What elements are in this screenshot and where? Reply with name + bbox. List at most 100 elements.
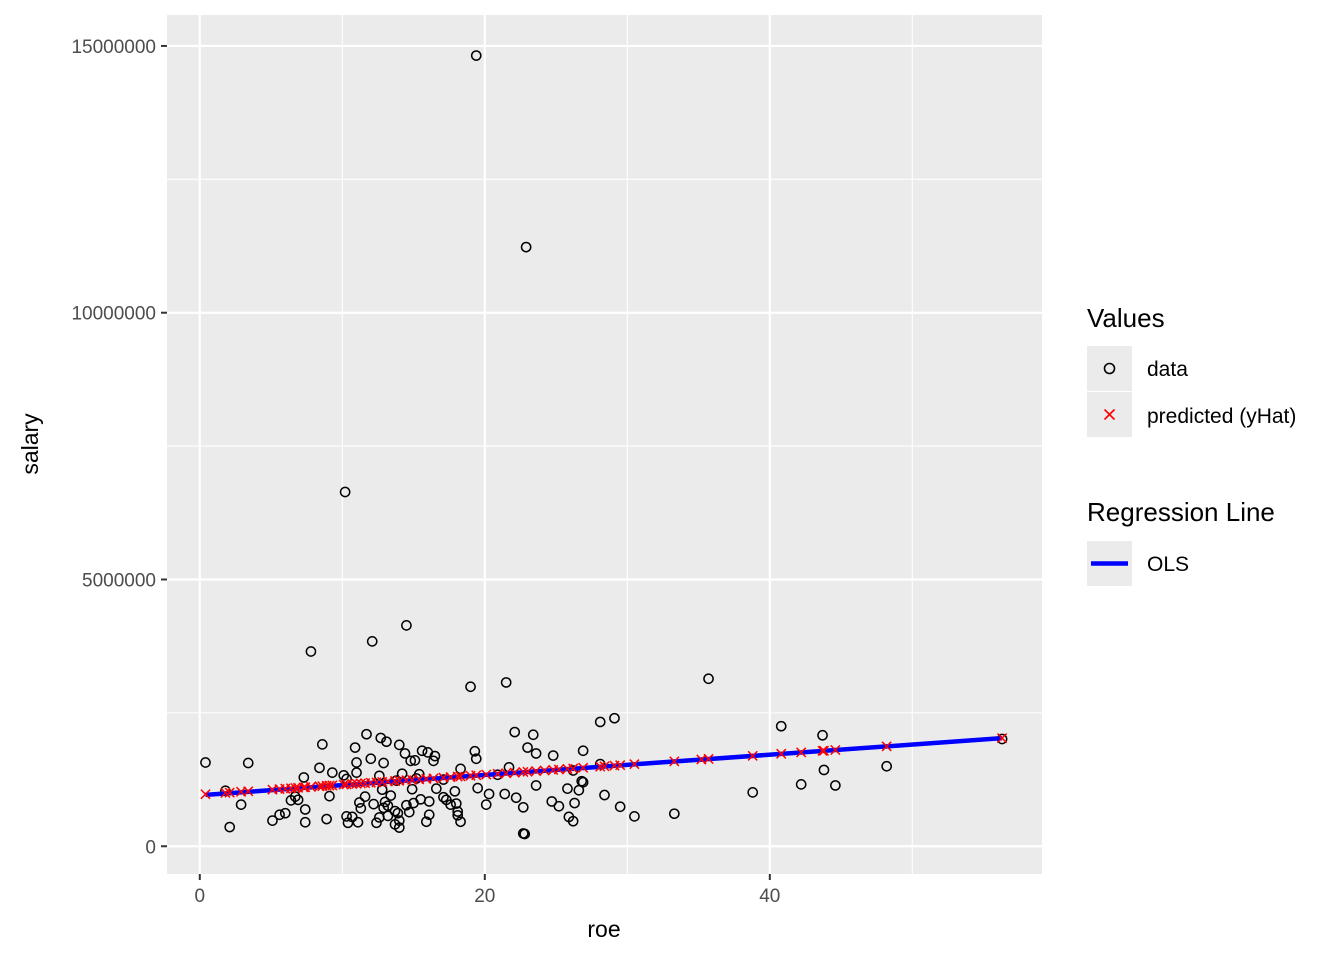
data-point xyxy=(305,646,317,657)
data-point xyxy=(385,790,397,801)
predicted-point xyxy=(351,778,362,789)
x-tick-label: 20 xyxy=(474,886,495,907)
data-point xyxy=(393,822,405,833)
data-point xyxy=(520,241,532,253)
predicted-point xyxy=(818,745,830,756)
data-point xyxy=(519,828,531,840)
y-axis-title: salary xyxy=(17,413,43,475)
data-point xyxy=(569,797,580,809)
data-point xyxy=(614,801,626,813)
data-point xyxy=(342,817,354,829)
data-point xyxy=(316,738,328,750)
data-point xyxy=(393,739,405,751)
predicted-point xyxy=(615,760,626,771)
data-point xyxy=(298,772,310,783)
predicted-point xyxy=(428,773,439,784)
data-point xyxy=(599,789,610,801)
data-point xyxy=(465,681,476,693)
data-point xyxy=(365,753,377,765)
legend-marker-data xyxy=(1103,362,1116,375)
predicted-point xyxy=(509,767,520,778)
legend-values-title: Values xyxy=(1087,303,1165,333)
data-point xyxy=(499,788,511,800)
data-point xyxy=(449,785,461,797)
data-point xyxy=(517,801,529,813)
legend-label-predicted: predicted (yHat) xyxy=(1147,405,1296,428)
plot-panel xyxy=(167,15,1042,874)
y-tick-label: 5000000 xyxy=(82,570,156,591)
data-point xyxy=(366,636,378,647)
data-point xyxy=(470,753,482,765)
data-point xyxy=(224,821,236,833)
minor-gridlines xyxy=(167,15,1042,874)
data-point xyxy=(795,779,807,790)
predicted-point xyxy=(290,782,301,794)
data-point xyxy=(562,783,573,794)
x-tick-label: 40 xyxy=(759,886,780,907)
data-point xyxy=(409,755,421,766)
data-point xyxy=(830,780,841,791)
predicted-point xyxy=(669,756,680,767)
predicted-point xyxy=(817,745,828,756)
data-point xyxy=(817,729,828,741)
predicted-point xyxy=(200,789,211,800)
data-point xyxy=(351,757,362,768)
data-point xyxy=(500,677,512,688)
predicted-point xyxy=(629,759,640,770)
data-point xyxy=(292,794,304,806)
data-point xyxy=(510,792,522,804)
data-point xyxy=(527,729,539,741)
predicted-point xyxy=(347,778,358,790)
axes: 0 20 40 0 5000000 10000000 15000000 xyxy=(71,37,780,907)
data-point xyxy=(668,808,680,820)
data-point xyxy=(567,815,579,827)
data-point xyxy=(373,812,385,823)
predicted-point xyxy=(599,761,610,772)
data-point xyxy=(349,742,361,753)
predicted-point xyxy=(501,768,512,779)
predicted-point xyxy=(522,766,533,777)
predicted-point xyxy=(355,778,366,789)
legend-label-ols: OLS xyxy=(1147,553,1189,576)
predicted-point xyxy=(577,762,589,773)
predicted-point xyxy=(305,781,317,793)
predicted-point xyxy=(776,748,787,759)
predicted-point xyxy=(796,747,807,758)
data-point xyxy=(480,799,492,810)
predicted-point xyxy=(243,786,254,797)
data-point xyxy=(399,748,411,759)
data-point xyxy=(354,797,365,808)
legend: Values data predicted (yHat) Regression … xyxy=(1087,303,1296,586)
data-point xyxy=(609,712,620,724)
data-point xyxy=(421,816,432,828)
data-point xyxy=(376,784,388,796)
predicted-point xyxy=(539,765,550,776)
predicted-point xyxy=(518,766,529,778)
data-point xyxy=(324,790,335,802)
data-point xyxy=(455,816,466,828)
data-point xyxy=(371,817,382,829)
data-point xyxy=(285,795,297,806)
data-point xyxy=(452,809,464,821)
predicted-point xyxy=(553,764,565,775)
data-point xyxy=(274,809,285,821)
data-point xyxy=(472,782,484,794)
data-point xyxy=(440,794,452,806)
data-point xyxy=(279,807,291,819)
data-point xyxy=(438,791,449,803)
data-point xyxy=(818,764,830,776)
major-gridlines xyxy=(167,15,1042,874)
predicted-point xyxy=(327,780,338,791)
data-point xyxy=(629,811,640,822)
data-point xyxy=(235,799,247,810)
y-tick-label: 0 xyxy=(145,837,156,858)
predicted-point xyxy=(492,768,503,779)
predicted-point xyxy=(703,753,714,765)
predicted-point xyxy=(568,763,579,774)
data-point xyxy=(594,716,606,728)
data-point xyxy=(375,732,387,744)
predicted-point xyxy=(996,733,1008,744)
data-point xyxy=(547,750,559,761)
data-point xyxy=(378,757,389,769)
